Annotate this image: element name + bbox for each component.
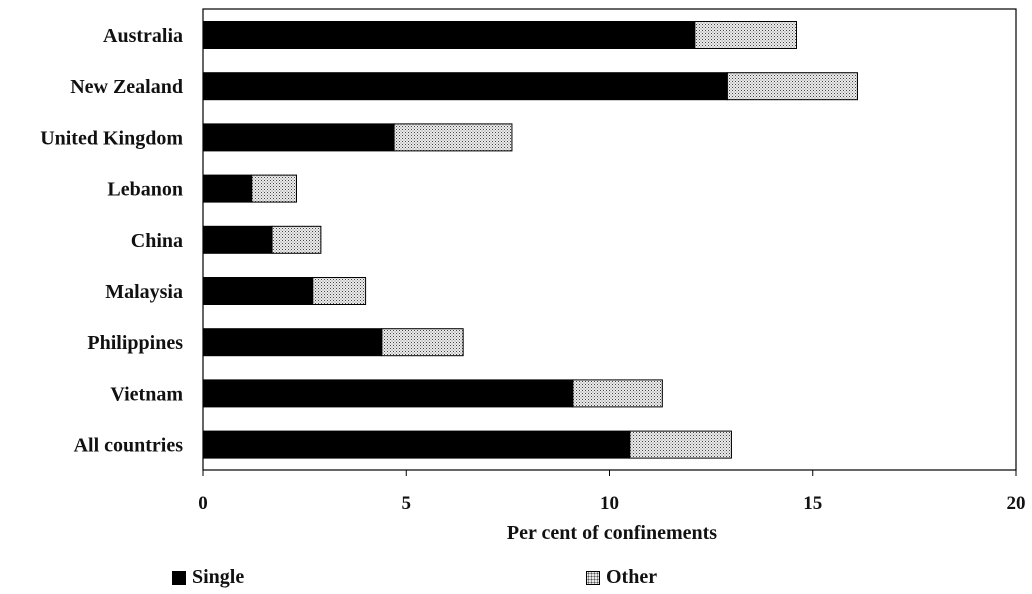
category-label-australia: Australia	[103, 25, 183, 47]
bars-group	[202, 21, 858, 459]
category-labels: Australia New Zealand United Kingdom Lebano…	[40, 25, 183, 457]
bar-single-china	[202, 225, 273, 254]
legend-label-single: Single	[192, 566, 245, 588]
bar-other-australia	[694, 21, 797, 49]
category-label-new-zealand: New Zealand	[70, 76, 183, 98]
bar-other-china	[271, 225, 322, 254]
x-axis-title: Per cent of confinements	[507, 522, 717, 544]
x-tick-label-5: 5	[402, 493, 412, 514]
legend-item-single: Single	[172, 566, 244, 589]
bar-single-australia	[202, 21, 696, 49]
bar-other-new-zealand	[726, 72, 858, 101]
legend-item-other: Other	[586, 566, 657, 589]
x-tick-label-20: 20	[1007, 493, 1026, 514]
x-tick-label-10: 10	[600, 493, 619, 514]
chart: Australia New Zealand United Kingdom Lebano…	[40, 8, 1026, 544]
bar-single-all-countries	[202, 430, 631, 459]
legend-swatch-other	[586, 570, 600, 585]
bar-other-all-countries	[629, 430, 732, 459]
bar-single-vietnam	[202, 379, 574, 408]
x-tick-label-15: 15	[803, 493, 822, 514]
bar-other-philippines	[381, 328, 464, 357]
bar-other-united-kingdom	[393, 123, 513, 152]
bar-single-new-zealand	[202, 72, 728, 101]
bar-single-united-kingdom	[202, 123, 395, 152]
bar-other-malaysia	[312, 277, 367, 305]
category-label-united-kingdom: United Kingdom	[40, 127, 183, 149]
bar-other-lebanon	[251, 174, 297, 203]
bar-single-malaysia	[202, 277, 314, 305]
category-label-philippines: Philippines	[87, 332, 183, 354]
category-label-vietnam: Vietnam	[110, 383, 183, 405]
category-label-china: China	[131, 230, 183, 252]
x-tick-label-0: 0	[198, 493, 208, 514]
bar-single-philippines	[202, 328, 383, 357]
legend-swatch-single	[172, 570, 186, 585]
bar-single-lebanon	[202, 174, 253, 203]
bar-other-vietnam	[572, 379, 663, 408]
category-label-all-countries: All countries	[74, 435, 184, 457]
legend-label-other: Other	[606, 566, 658, 588]
category-label-lebanon: Lebanon	[107, 179, 183, 201]
category-label-malaysia: Malaysia	[105, 281, 183, 303]
x-axis-ticks: 0 5 10 15 20	[198, 470, 1026, 514]
